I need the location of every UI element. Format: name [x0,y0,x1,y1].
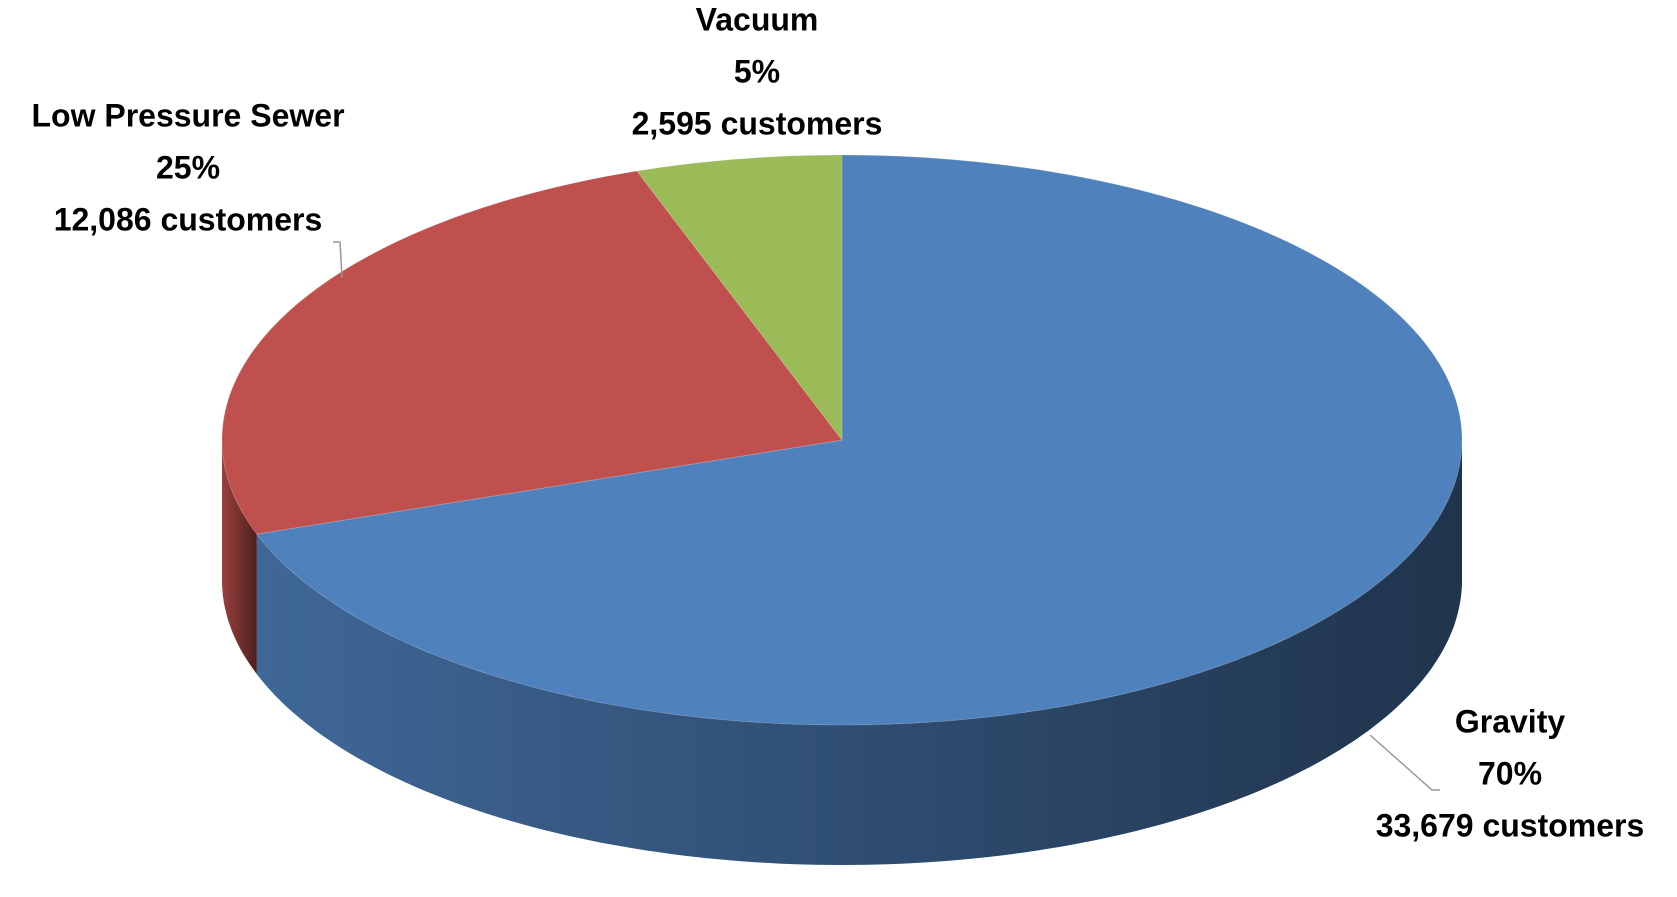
side-shade [256,440,1462,865]
label-percentage: 70% [1478,755,1542,791]
slice [221,170,843,535]
label-customers: 33,679 customers [1376,807,1645,843]
slice [255,154,1463,726]
label-customers: 2,595 customers [632,105,883,141]
label-percentage: 5% [734,53,780,89]
label-category: Vacuum [696,1,819,37]
label-category: Low Pressure Sewer [31,97,344,133]
leader-line [333,241,343,279]
label-customers: 12,086 customers [54,201,323,237]
label-percentage: 25% [156,149,220,185]
side-shade [222,440,257,675]
label-category: Gravity [1455,703,1565,739]
leader-line [1369,734,1440,791]
slice [635,154,843,442]
